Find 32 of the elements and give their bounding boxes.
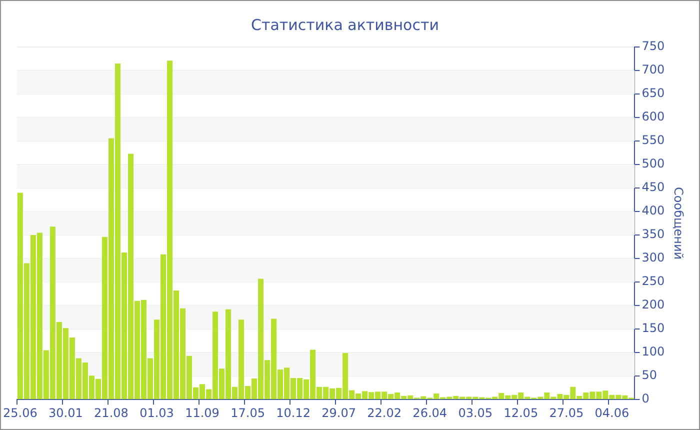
x-tick-label: 22.02: [367, 406, 402, 420]
x-tick-label: 10.12: [276, 406, 310, 420]
y-tick-label: 250: [642, 274, 665, 288]
y-axis-title: Сообщений: [672, 187, 686, 260]
x-tick-label: 11.09: [185, 406, 220, 420]
x-tick-label: 01.03: [140, 406, 174, 420]
y-tick-label: 50: [642, 368, 657, 382]
x-tick-label: 29.07: [322, 406, 356, 420]
y-tick-label: 450: [642, 180, 665, 194]
y-tick-label: 750: [642, 39, 665, 54]
y-tick-label: 600: [642, 110, 665, 124]
y-tick-label: 550: [642, 133, 665, 148]
x-tick-label: 27.05: [549, 406, 584, 420]
y-tick-label: 350: [642, 227, 665, 242]
x-tick-label: 04.06: [594, 406, 630, 420]
y-tick-label: 100: [642, 344, 665, 359]
y-tick-label: 150: [642, 321, 665, 336]
x-tick-label: 21.08: [94, 406, 128, 420]
y-tick-label: 200: [642, 298, 665, 312]
x-tick-label: 25.06: [2, 406, 38, 420]
y-tick-label: 500: [642, 156, 665, 171]
x-tick-label: 17.05: [230, 406, 265, 420]
chart-title: Статистика активности: [251, 16, 439, 34]
x-tick-label: 03.05: [458, 406, 493, 420]
y-tick-label: 700: [642, 62, 665, 77]
y-tick-label: 0: [642, 392, 650, 406]
y-tick-label: 400: [642, 204, 665, 218]
y-tick-label: 650: [642, 86, 665, 100]
x-tick-label: 12.05: [504, 406, 538, 420]
y-tick-label: 300: [642, 250, 665, 265]
x-tick-label: 26.04: [412, 406, 448, 420]
x-tick-label: 30.01: [48, 406, 83, 420]
